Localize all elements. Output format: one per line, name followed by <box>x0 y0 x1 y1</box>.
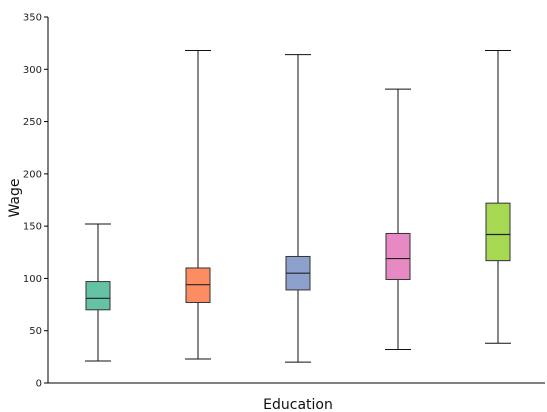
box-3 <box>285 54 311 363</box>
box-5 <box>485 49 511 344</box>
box-1 <box>85 223 111 362</box>
boxes-group <box>85 49 511 363</box>
y-tick-label: 50 <box>29 326 42 337</box>
iqr-box <box>85 281 111 311</box>
iqr-box <box>485 202 511 262</box>
y-tick-label: 300 <box>23 65 42 76</box>
y-axis-title: Wage <box>7 178 23 217</box>
x-axis-title: Education <box>263 397 333 412</box>
y-tick-label: 100 <box>23 274 42 285</box>
y-tick-label: 0 <box>36 379 42 390</box>
y-tick-label: 250 <box>23 117 42 128</box>
box-4 <box>385 88 411 351</box>
iqr-box <box>385 232 411 280</box>
y-tick-label: 350 <box>23 13 42 24</box>
y-tick-label: 200 <box>23 169 42 180</box>
y-axis-ticks: 0 50 100 150 200 250 300 350 <box>23 13 48 390</box>
box-2 <box>185 49 211 360</box>
y-tick-label: 150 <box>23 222 42 233</box>
